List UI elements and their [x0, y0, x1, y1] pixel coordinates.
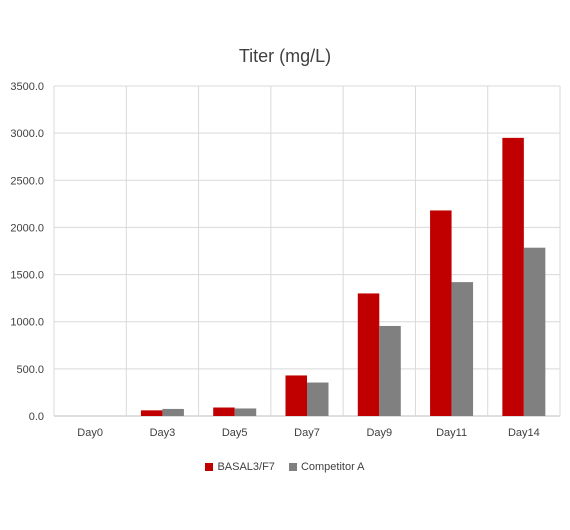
bar-series-1-day3: [140, 410, 163, 416]
legend-item-series-1: BASAL3/F7: [205, 461, 275, 473]
legend-label-series-2: Competitor A: [300, 461, 365, 473]
legend-item-series-2: Competitor A: [288, 461, 365, 473]
bar-series-1-day11: [430, 210, 452, 416]
bar-series-2-day5: [234, 408, 257, 416]
y-tick-label: 2000.0: [10, 222, 44, 234]
bar-series-2-day14: [523, 247, 546, 416]
x-tick-label: Day0: [77, 427, 103, 439]
x-tick-label: Day14: [508, 427, 540, 439]
y-tick-label: 3000.0: [10, 128, 44, 140]
legend-swatch-series-1: [205, 463, 214, 471]
x-tick-label: Day5: [222, 427, 248, 439]
legend-swatch-series-2: [288, 463, 297, 471]
y-tick-label: 500.0: [16, 364, 44, 376]
bar-series-2-day3: [162, 408, 184, 416]
bar-series-2-day7: [307, 382, 329, 416]
x-tick-label: Day9: [366, 427, 392, 439]
y-tick-label: 3500.0: [10, 81, 44, 93]
bar-series-1-day7: [285, 375, 307, 416]
x-tick-label: Day7: [294, 427, 320, 439]
x-tick-label: Day11: [436, 427, 467, 439]
chart-title: Titer (mg/L): [238, 46, 332, 66]
chart-legend: BASAL3/F7 Competitor A: [0, 461, 570, 473]
x-tick-label: Day3: [150, 427, 176, 439]
bar-series-1-day9: [357, 293, 380, 416]
bar-series-2-day9: [379, 325, 401, 416]
y-tick-label: 1000.0: [10, 317, 44, 329]
y-tick-label: 1500.0: [10, 270, 44, 282]
y-tick-label: 2500.0: [10, 175, 44, 187]
legend-label-series-1: BASAL3/F7: [217, 461, 275, 473]
bar-series-1-day14: [502, 137, 524, 416]
bar-series-2-day11: [451, 282, 474, 416]
bar-series-1-day5: [213, 407, 235, 416]
y-tick-label: 0.0: [29, 411, 44, 423]
